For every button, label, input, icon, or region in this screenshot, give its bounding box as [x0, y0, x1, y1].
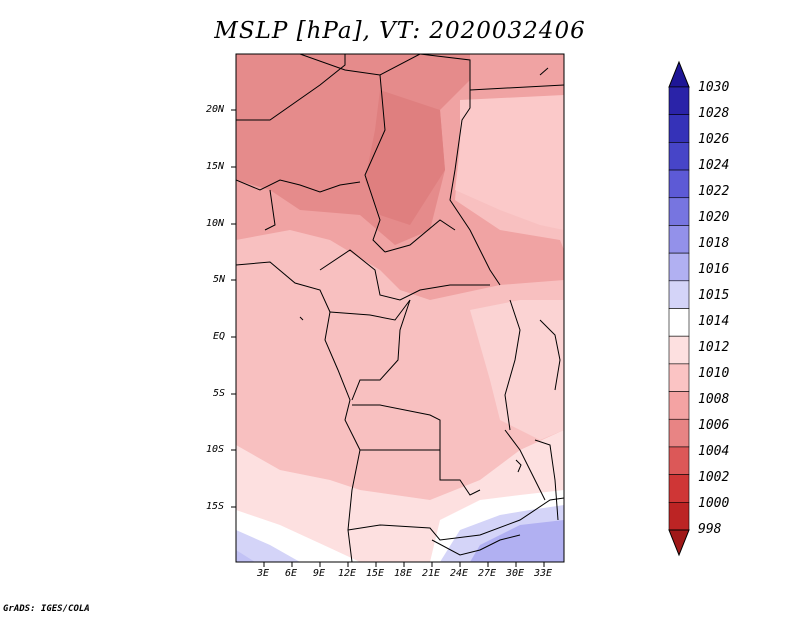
colorbar-label-1000: 1000	[698, 496, 730, 511]
colorbar-cell	[668, 197, 690, 226]
lat-label-5n: 5N	[213, 274, 226, 285]
colorbar-cell	[668, 335, 690, 365]
country-borders	[236, 54, 564, 562]
colorbar-cell	[668, 391, 690, 420]
lat-label-10s: 10S	[206, 444, 225, 455]
colorbar-cell	[668, 142, 690, 171]
lat-label-eq: EQ	[213, 331, 226, 342]
colorbar-cell	[668, 280, 690, 309]
colorbar-label-1018: 1018	[698, 236, 730, 251]
map-frame	[231, 53, 565, 567]
colorbar-label-1015: 1015	[698, 288, 730, 303]
colorbar-label-1028: 1028	[698, 106, 730, 121]
colorbar-label-1008: 1008	[698, 392, 730, 407]
colorbar-cell	[668, 252, 690, 282]
colorbar-cell	[668, 225, 690, 254]
lat-label-10n: 10N	[206, 218, 225, 229]
colorbar-label-1022: 1022	[698, 184, 730, 199]
colorbar-cell	[668, 363, 690, 392]
colorbar-top-arrow	[668, 60, 690, 88]
colorbar-cell	[668, 86, 690, 115]
colorbar-label-998: 998	[698, 522, 722, 537]
colorbar-cell	[668, 446, 690, 475]
colorbar-label-1002: 1002	[698, 470, 730, 485]
lat-label-5s: 5S	[213, 388, 226, 399]
lon-label-3e: 3E	[257, 568, 270, 579]
lon-label-9e: 9E	[313, 568, 326, 579]
colorbar-label-1026: 1026	[698, 132, 730, 147]
colorbar-cell	[668, 418, 690, 448]
lon-label-18e: 18E	[394, 568, 413, 579]
colorbar-label-1016: 1016	[698, 262, 730, 277]
colorbar	[668, 60, 690, 557]
colorbar-label-1006: 1006	[698, 418, 730, 433]
colorbar-cell	[668, 169, 690, 199]
map-title: MSLP [hPa], VT: 2020032406	[214, 18, 586, 44]
colorbar-label-1014: 1014	[698, 314, 730, 329]
colorbar-label-1024: 1024	[698, 158, 730, 173]
grads-credit: GrADS: IGES/COLA	[3, 604, 90, 614]
colorbar-cell	[668, 308, 690, 337]
lon-label-24e: 24E	[450, 568, 469, 579]
colorbar-label-1004: 1004	[698, 444, 730, 459]
lat-label-15n: 15N	[206, 161, 225, 172]
colorbar-label-1012: 1012	[698, 340, 730, 355]
lon-label-6e: 6E	[285, 568, 298, 579]
colorbar-label-1030: 1030	[698, 80, 730, 95]
lon-label-12e: 12E	[338, 568, 357, 579]
pressure-field	[236, 54, 564, 562]
lon-label-27e: 27E	[478, 568, 497, 579]
colorbar-label-1020: 1020	[698, 210, 730, 225]
lon-label-30e: 30E	[506, 568, 525, 579]
colorbar-label-1010: 1010	[698, 366, 730, 381]
lat-label-20n: 20N	[206, 104, 225, 115]
colorbar-cell	[668, 474, 690, 503]
lon-label-21e: 21E	[422, 568, 441, 579]
lon-label-15e: 15E	[366, 568, 385, 579]
colorbar-bottom-arrow	[668, 529, 690, 557]
colorbar-cell	[668, 502, 690, 531]
lon-label-33e: 33E	[534, 568, 553, 579]
lat-label-15s: 15S	[206, 501, 225, 512]
colorbar-cell	[668, 114, 690, 143]
